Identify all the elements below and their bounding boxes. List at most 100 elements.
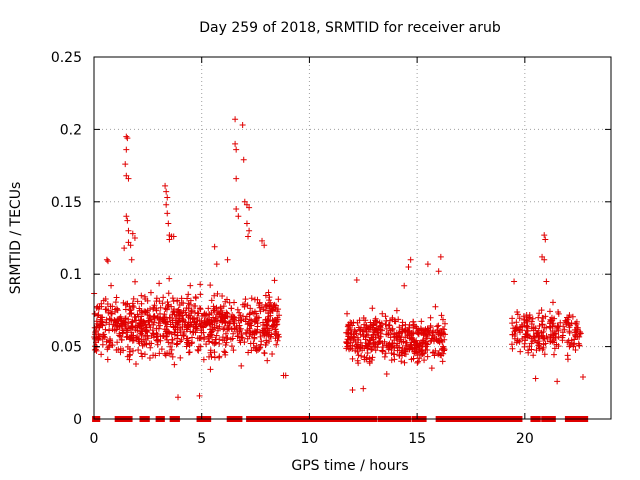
data-point <box>248 347 255 354</box>
data-point <box>183 343 190 350</box>
data-point <box>156 350 163 357</box>
data-point <box>138 300 145 307</box>
axis-ticks <box>93 56 611 420</box>
data-point <box>163 188 170 195</box>
data-point <box>564 356 571 363</box>
data-point <box>522 331 529 338</box>
data-point <box>406 345 413 352</box>
data-point <box>360 315 367 322</box>
data-point <box>374 344 381 351</box>
data-point <box>160 294 167 301</box>
data-point <box>153 330 160 337</box>
data-point <box>194 314 201 321</box>
data-point <box>256 299 263 306</box>
data-point <box>247 322 254 329</box>
data-point <box>142 295 149 302</box>
data-point <box>257 308 264 315</box>
data-point <box>228 326 235 333</box>
data-point <box>424 353 431 360</box>
data-point <box>351 334 358 341</box>
data-point <box>117 333 124 340</box>
data-point <box>230 330 237 337</box>
data-point <box>383 342 390 349</box>
data-point <box>536 310 543 317</box>
data-point <box>369 305 376 312</box>
data-point <box>112 299 119 306</box>
data-point <box>125 227 132 234</box>
data-point <box>151 314 158 321</box>
data-point <box>92 331 99 338</box>
data-point <box>543 278 550 285</box>
data-point <box>245 233 252 240</box>
data-point <box>174 298 181 305</box>
data-point <box>526 333 533 340</box>
data-point <box>235 213 242 220</box>
data-point <box>379 348 386 355</box>
data-point <box>438 312 445 319</box>
data-point <box>106 342 113 349</box>
data-point <box>216 323 223 330</box>
data-point <box>164 305 171 312</box>
data-point <box>128 309 135 316</box>
data-point <box>539 332 546 339</box>
data-point <box>159 316 166 323</box>
data-point <box>192 324 199 331</box>
data-point <box>183 311 190 318</box>
data-point <box>569 313 576 320</box>
data-point <box>151 302 158 309</box>
data-point <box>385 322 392 329</box>
data-point <box>347 345 354 352</box>
data-point <box>427 314 434 321</box>
data-point <box>530 327 537 334</box>
data-point <box>212 316 219 323</box>
data-point <box>233 146 240 153</box>
data-point <box>345 321 352 328</box>
data-point <box>178 336 185 343</box>
data-point <box>269 306 276 313</box>
data-point <box>517 324 524 331</box>
data-points <box>91 116 586 401</box>
data-point <box>261 325 268 332</box>
data-point <box>274 337 281 344</box>
data-point <box>175 394 182 401</box>
data-point <box>559 334 566 341</box>
data-point <box>243 313 250 320</box>
data-point <box>191 319 198 326</box>
data-point <box>376 338 383 345</box>
data-point <box>207 321 214 328</box>
data-point <box>126 356 133 363</box>
data-point <box>409 346 416 353</box>
y-tick-label: 0 <box>73 412 82 428</box>
data-point <box>147 344 154 351</box>
data-point <box>275 296 282 303</box>
data-point <box>180 307 187 314</box>
data-point <box>263 339 270 346</box>
data-point <box>207 349 214 356</box>
data-point <box>118 323 125 330</box>
data-point <box>199 323 206 330</box>
data-point <box>251 335 258 342</box>
data-point <box>95 311 102 318</box>
data-point <box>396 324 403 331</box>
data-point <box>123 146 130 153</box>
data-point <box>150 334 157 341</box>
data-point <box>232 140 239 147</box>
y-tick-label: 0.15 <box>51 195 82 211</box>
data-point <box>440 316 447 323</box>
data-point <box>249 331 256 338</box>
data-point <box>159 300 166 307</box>
data-point <box>509 345 516 352</box>
data-point <box>164 329 171 336</box>
data-point <box>421 357 428 364</box>
data-point <box>560 323 567 330</box>
data-point <box>441 336 448 343</box>
data-point <box>124 353 131 360</box>
data-point <box>354 319 361 326</box>
data-point <box>524 327 531 334</box>
data-point <box>372 317 379 324</box>
data-point <box>541 324 548 331</box>
data-point <box>153 295 160 302</box>
data-point <box>423 340 430 347</box>
data-point <box>271 277 278 284</box>
data-point <box>238 362 245 369</box>
